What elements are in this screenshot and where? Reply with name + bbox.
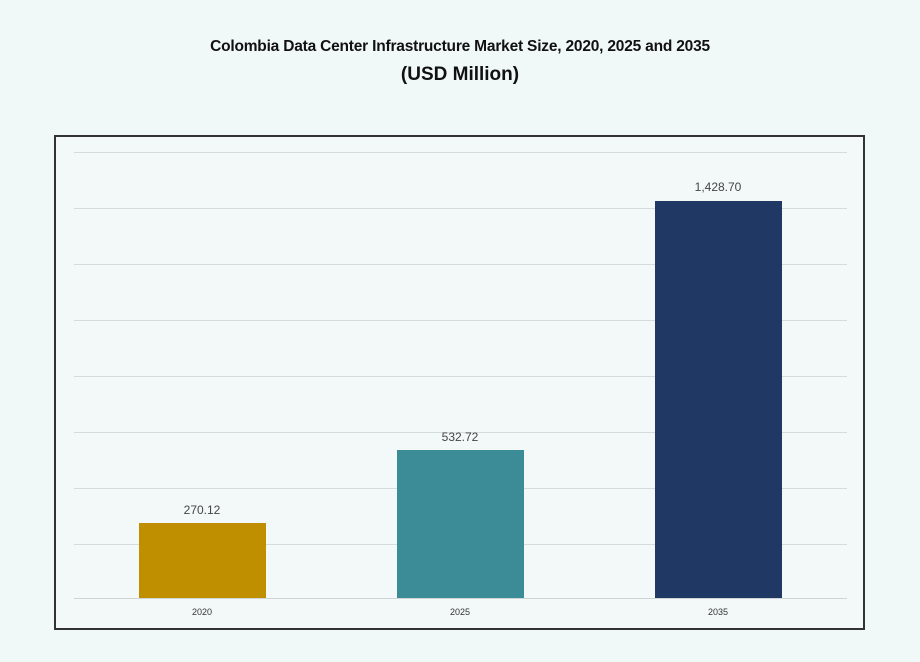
x-tick-2020: 2020 xyxy=(191,607,213,617)
bar-2035 xyxy=(655,201,782,598)
chart-subtitle: (USD Million) xyxy=(400,64,520,85)
gridline xyxy=(74,264,847,265)
gridline xyxy=(74,376,847,377)
gridline xyxy=(74,432,847,433)
value-label-2035: 1,428.70 xyxy=(694,180,742,194)
gridline xyxy=(74,152,847,153)
x-tick-2035: 2035 xyxy=(707,607,729,617)
gridline xyxy=(74,320,847,321)
chart-title: Colombia Data Center Infrastructure Mark… xyxy=(210,38,710,55)
x-axis-line xyxy=(74,598,847,599)
bar-2020 xyxy=(139,523,266,598)
x-tick-2025: 2025 xyxy=(449,607,471,617)
value-label-2025: 532.72 xyxy=(441,430,479,444)
chart-frame: 270.12 2020 532.72 2025 1,428.70 2035 xyxy=(54,135,865,630)
value-label-2020: 270.12 xyxy=(183,503,221,517)
gridline xyxy=(74,208,847,209)
bar-2025 xyxy=(397,450,524,598)
